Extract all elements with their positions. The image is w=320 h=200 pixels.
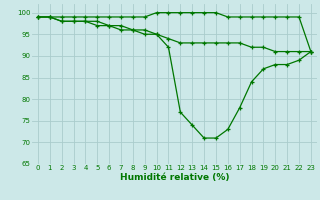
X-axis label: Humidité relative (%): Humidité relative (%): [120, 173, 229, 182]
